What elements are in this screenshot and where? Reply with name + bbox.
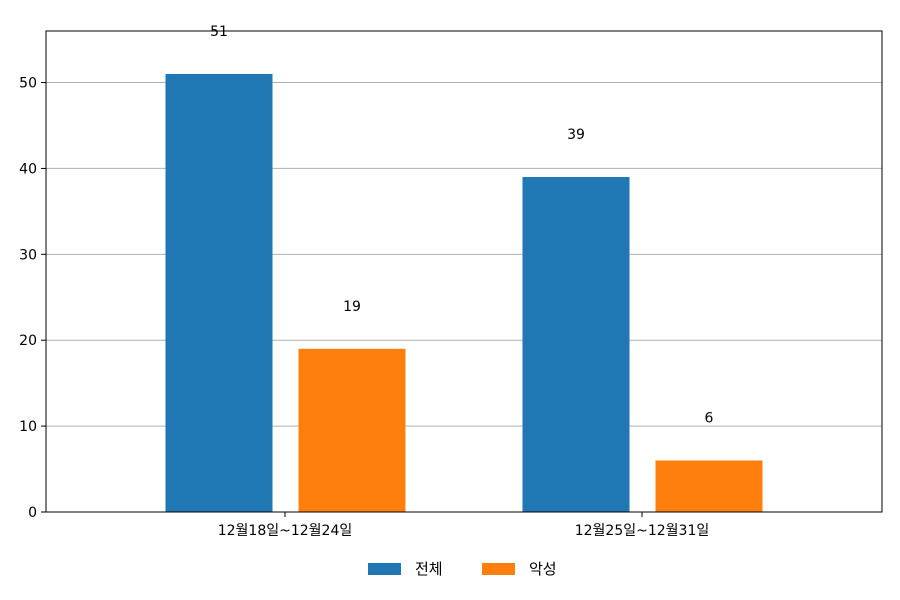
legend-label: 악성 [529,560,557,578]
y-tick-label: 10 [19,419,37,435]
data-labels: 51 19 39 6 [210,24,713,427]
y-tick-label: 30 [19,247,37,263]
x-tick-label: 12월18일~12월24일 [218,523,353,539]
data-label: 19 [343,299,361,315]
x-tick-label: 12월25일~12월31일 [575,523,710,539]
bar-malicious [655,460,763,512]
y-tick-label: 0 [28,505,37,521]
bar-total [522,177,630,512]
data-label: 39 [567,127,585,143]
y-axis: 0 10 20 30 40 50 [19,76,46,521]
bars [165,73,763,513]
y-tick-label: 50 [19,76,37,92]
y-tick-label: 20 [19,333,37,349]
y-tick-label: 40 [19,161,37,177]
bar-total [165,73,273,513]
legend: 전체 악성 [368,560,557,578]
plot-frame [45,30,883,513]
legend-swatch [482,563,515,575]
x-axis: 12월18일~12월24일 12월25일~12월31일 [218,512,710,539]
data-label: 51 [210,24,228,40]
legend-swatch [368,563,401,575]
bar-malicious [298,348,406,512]
data-label: 6 [705,411,714,427]
legend-label: 전체 [415,560,443,578]
